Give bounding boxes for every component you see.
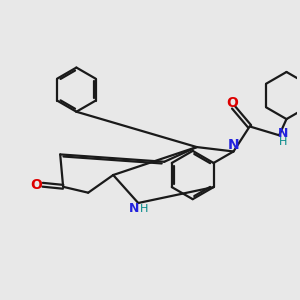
Text: O: O (30, 178, 42, 192)
Text: H: H (279, 137, 288, 147)
Text: N: N (278, 127, 288, 140)
Text: H: H (140, 205, 148, 214)
Text: O: O (226, 96, 238, 110)
Text: N: N (228, 138, 239, 152)
Text: N: N (129, 202, 139, 215)
